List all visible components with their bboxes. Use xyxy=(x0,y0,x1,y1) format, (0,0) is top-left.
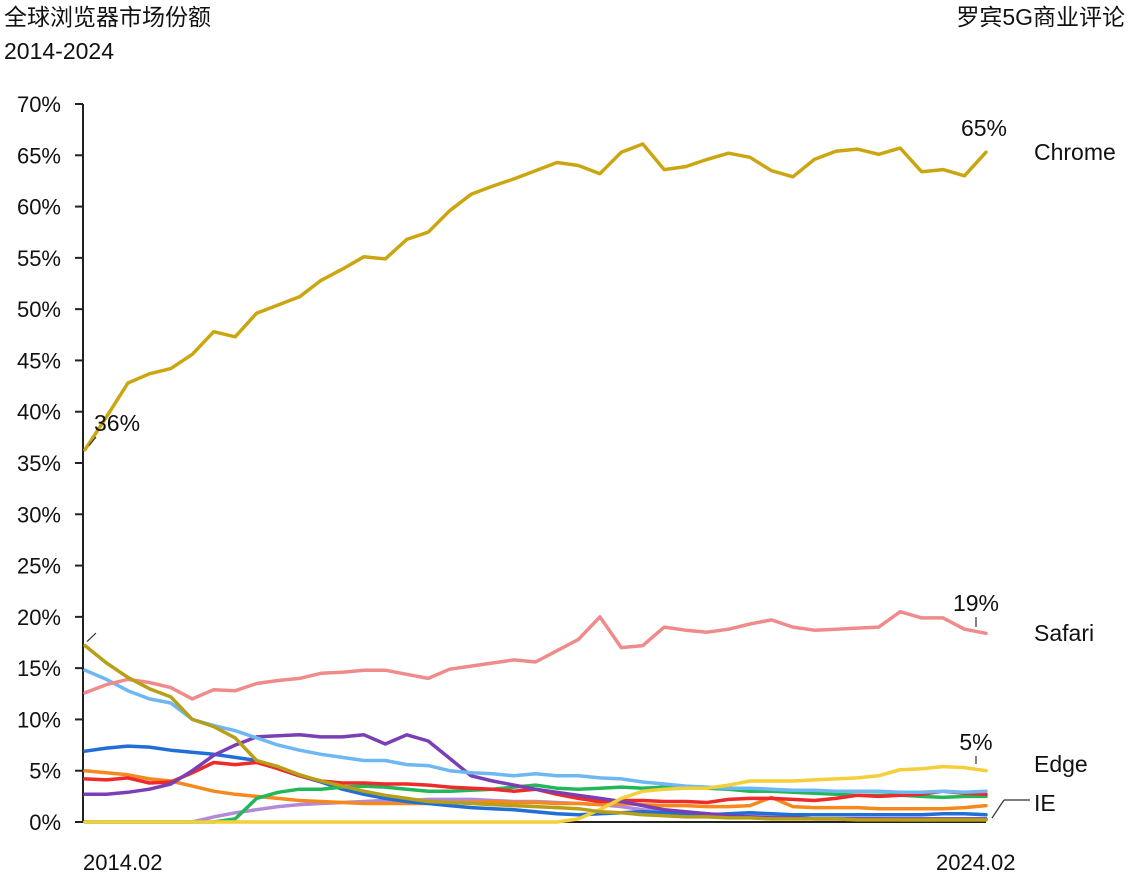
series-line-browser-4 xyxy=(83,668,988,795)
series-line-safari xyxy=(83,609,988,701)
series-line-ie xyxy=(83,643,988,822)
y-tick-label: 65% xyxy=(17,143,61,168)
y-tick-label: 40% xyxy=(17,400,61,425)
x-tick-end: 2024.02 xyxy=(936,850,1016,874)
x-tick-start: 2014.02 xyxy=(83,850,163,874)
legend-label-ie: IE xyxy=(1034,790,1056,816)
y-tick-label: 60% xyxy=(17,195,61,220)
y-tick-label: 25% xyxy=(17,554,61,579)
y-tick-label: 50% xyxy=(17,297,61,322)
legend-label-safari: Safari xyxy=(1034,620,1094,646)
series-lines xyxy=(83,142,988,824)
y-axis-ticks: 0% 5% 10% 15% 20% 25% 30% 35% 40% 45% 50% 55% 60% 65%… xyxy=(17,92,83,835)
y-tick-label: 20% xyxy=(17,605,61,630)
series-line-browser-7 xyxy=(83,783,988,824)
series-line-browser-9 xyxy=(83,768,988,811)
series-line-browser-6 xyxy=(83,760,988,805)
series-line-edge xyxy=(83,764,988,824)
series-line-browser-8 xyxy=(83,744,988,817)
edge-end-value: 5% xyxy=(959,729,992,755)
ie-start-leader xyxy=(86,632,97,643)
page-title: 全球浏览器市场份额 xyxy=(4,4,211,30)
y-tick-label: 45% xyxy=(17,348,61,373)
y-tick-label: 35% xyxy=(17,451,61,476)
chrome-start-leader xyxy=(88,436,97,447)
safari-end-value: 19% xyxy=(953,590,999,616)
page-subtitle: 2014-2024 xyxy=(4,38,114,64)
ie-leader-line-a xyxy=(991,799,1005,819)
y-tick-label: 70% xyxy=(17,92,61,117)
y-tick-label: 0% xyxy=(29,810,61,835)
legend-label-chrome: Chrome xyxy=(1034,139,1116,165)
y-tick-label: 30% xyxy=(17,502,61,527)
y-tick-label: 10% xyxy=(17,707,61,732)
series-line-chrome xyxy=(83,142,988,452)
y-tick-label: 15% xyxy=(17,656,61,681)
chrome-start-value: 36% xyxy=(94,410,140,436)
series-labels: Chrome Safari Edge IE 36% 65% 19% 5% xyxy=(86,115,1116,819)
legend-label-edge: Edge xyxy=(1034,751,1088,777)
brand-watermark: 罗宾5G商业评论 xyxy=(956,4,1125,30)
y-tick-label: 55% xyxy=(17,246,61,271)
y-tick-label: 5% xyxy=(29,759,61,784)
chrome-end-value: 65% xyxy=(961,115,1007,141)
